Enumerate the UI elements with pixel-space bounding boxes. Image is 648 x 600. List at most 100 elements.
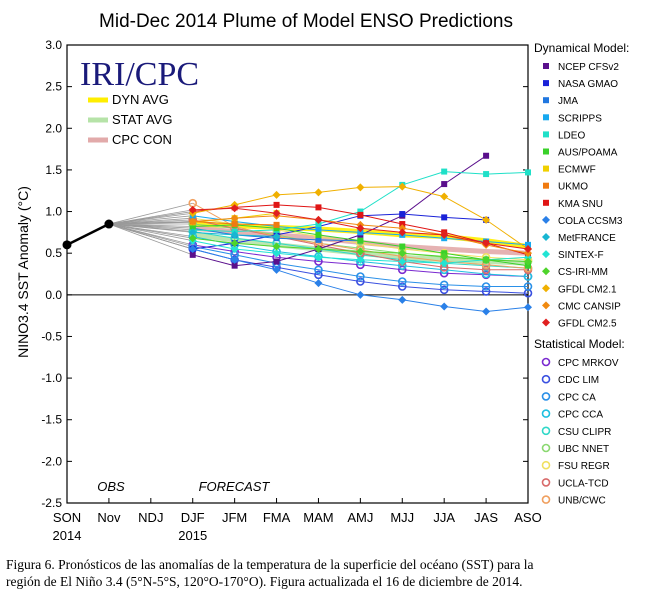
legend-label-gfdl-cm2-5: GFDL CM2.5 <box>558 319 617 330</box>
connector-line <box>108 212 193 225</box>
legend-marker-sintex-f <box>542 250 550 259</box>
x-tick-label: JFM <box>222 510 247 525</box>
year-label: 2014 <box>53 528 82 543</box>
data-point-nasa-gmao <box>441 214 448 221</box>
series-cola-ccsm3 <box>188 245 532 316</box>
series-cs-iri-mm <box>188 234 532 266</box>
x-tick-label: MAM <box>303 510 333 525</box>
data-point-scripps <box>357 229 364 236</box>
data-point-scripps <box>525 241 531 248</box>
y-tick-label: -0.5 <box>41 329 62 343</box>
x-tick-label: SON <box>53 510 81 525</box>
data-point-sintex-f <box>398 257 407 266</box>
series-metfrance <box>188 228 281 241</box>
y-axis-label: NINO3.4 SST Anomaly (°C) <box>15 186 31 358</box>
data-point-sintex-f <box>356 255 365 264</box>
data-point-gfdl-cm2-5 <box>188 205 197 214</box>
legend-label-ukmo: UKMO <box>558 182 588 193</box>
plot-area: 3.0 2.5 2.0 1.5 1.0 0.5 0.0 -0.5 -1.0 -1.5 -2.0 -2.… <box>41 38 541 543</box>
series-line-nasa-gmao <box>192 213 487 250</box>
data-point-cola-ccsm3 <box>398 295 407 304</box>
data-point-ldeo <box>441 168 448 175</box>
legend-marker-jma <box>543 97 549 104</box>
observed-point <box>104 219 114 229</box>
data-point-kma-snu <box>357 211 364 218</box>
legend-label-jma: JMA <box>558 96 578 107</box>
data-point-ncep-cfsv2 <box>189 251 196 258</box>
legend-label-kma-snu: KMA SNU <box>558 199 603 210</box>
legend-marker-gfdl-cm2-5 <box>542 318 550 327</box>
data-point-cola-ccsm3 <box>314 279 323 288</box>
legend-marker-kma-snu <box>543 199 549 206</box>
data-point-jma <box>315 236 322 243</box>
data-point-gfdl-cm2-1 <box>314 188 323 197</box>
data-point-cdc-lim <box>356 277 365 286</box>
data-point-kma-snu <box>273 201 280 208</box>
statistical-legend-title: Statistical Model: <box>534 337 625 351</box>
y-tick-label: 2.0 <box>45 121 62 135</box>
avg-legend-label-dyn-avg: DYN AVG <box>112 92 169 107</box>
x-tick-label: JAS <box>474 510 498 525</box>
data-point-gfdl-cm2-1 <box>440 192 449 201</box>
data-point-sintex-f <box>440 259 449 268</box>
connector-line <box>108 209 193 225</box>
data-point-scripps <box>315 226 322 233</box>
y-tick-label: 2.5 <box>45 80 62 94</box>
connector-line <box>108 223 193 256</box>
data-point-cs-iri-mm <box>272 242 281 251</box>
legend-marker-unb-cwc <box>541 495 551 504</box>
data-point-cpc-cca <box>481 269 491 279</box>
data-point-cs-iri-mm <box>524 257 532 266</box>
data-point-gfdl-cm2-5 <box>356 224 365 233</box>
legend-marker-fsu-regr <box>541 460 551 470</box>
legend-label-gfdl-cm2-1: GFDL CM2.1 <box>558 284 617 295</box>
data-point-sintex-f <box>524 253 532 262</box>
avg-legend-label-stat-avg: STAT AVG <box>112 112 172 127</box>
legend-label-ecmwf: ECMWF <box>558 165 596 176</box>
x-tick-label: AMJ <box>347 510 373 525</box>
data-point-aus-poama <box>357 237 364 244</box>
observed-point <box>62 240 72 250</box>
data-point-kma-snu <box>399 221 406 228</box>
legend-label-ldeo: LDEO <box>558 130 585 141</box>
connector-line <box>108 223 193 250</box>
caption-line-2: región de El Niño 3.4 (5°N-5°S, 120°O-17… <box>6 574 523 589</box>
legend-label-scripps: SCRIPPS <box>558 113 602 124</box>
legend-marker-ucla-tcd <box>541 478 551 487</box>
y-tick-label: -2.5 <box>41 496 62 510</box>
x-tick-label: ASO <box>514 510 541 525</box>
data-point-cola-ccsm3 <box>524 303 532 312</box>
data-point-cpc-ca <box>314 265 323 275</box>
legend-label-sintex-f: SINTEX-F <box>558 250 604 261</box>
data-point-metfrance <box>188 228 197 237</box>
data-point-cpc-ca <box>397 277 407 286</box>
legend-label-cola-ccsm3: COLA CCSM3 <box>558 216 623 227</box>
legend-label-nasa-gmao: NASA GMAO <box>558 79 618 90</box>
series-line-cdc-lim <box>192 248 529 294</box>
legend-label-aus-poama: AUS/POAMA <box>558 148 618 159</box>
x-tick-label: NDJ <box>138 510 163 525</box>
data-point-cmc-cansip <box>524 249 532 258</box>
legend-marker-ncep-cfsv2 <box>543 63 549 69</box>
legend-label-cpc-mrkov: CPC MRKOV <box>558 358 619 369</box>
data-point-cdc-lim <box>439 285 449 295</box>
series-cdc-lim <box>188 244 533 298</box>
data-point-ldeo <box>525 169 531 176</box>
series-line-ncep-cfsv2 <box>192 155 487 267</box>
enso-plume-chart: Mid-Dec 2014 Plume of Model ENSO Predict… <box>15 11 629 543</box>
observed-series <box>62 219 114 250</box>
legend-label-cs-iri-mm: CS-IRI-MM <box>558 267 608 278</box>
data-point-cmc-cansip <box>188 217 197 226</box>
data-point-gfdl-cm2-5 <box>314 215 323 224</box>
data-point-gfdl-cm2-1 <box>398 182 407 191</box>
connector-line <box>108 223 193 247</box>
logo-iri-cpc: IRI/CPC <box>80 56 199 93</box>
data-point-cola-ccsm3 <box>440 302 449 311</box>
connector-line <box>108 223 193 242</box>
data-point-sintex-f <box>272 249 281 258</box>
data-point-cs-iri-mm <box>398 249 407 258</box>
legend-label-cpc-cca: CPC CCA <box>558 410 603 421</box>
connector-line <box>108 219 193 225</box>
data-point-sintex-f <box>314 253 323 262</box>
data-point-ucla-tcd <box>481 265 491 275</box>
